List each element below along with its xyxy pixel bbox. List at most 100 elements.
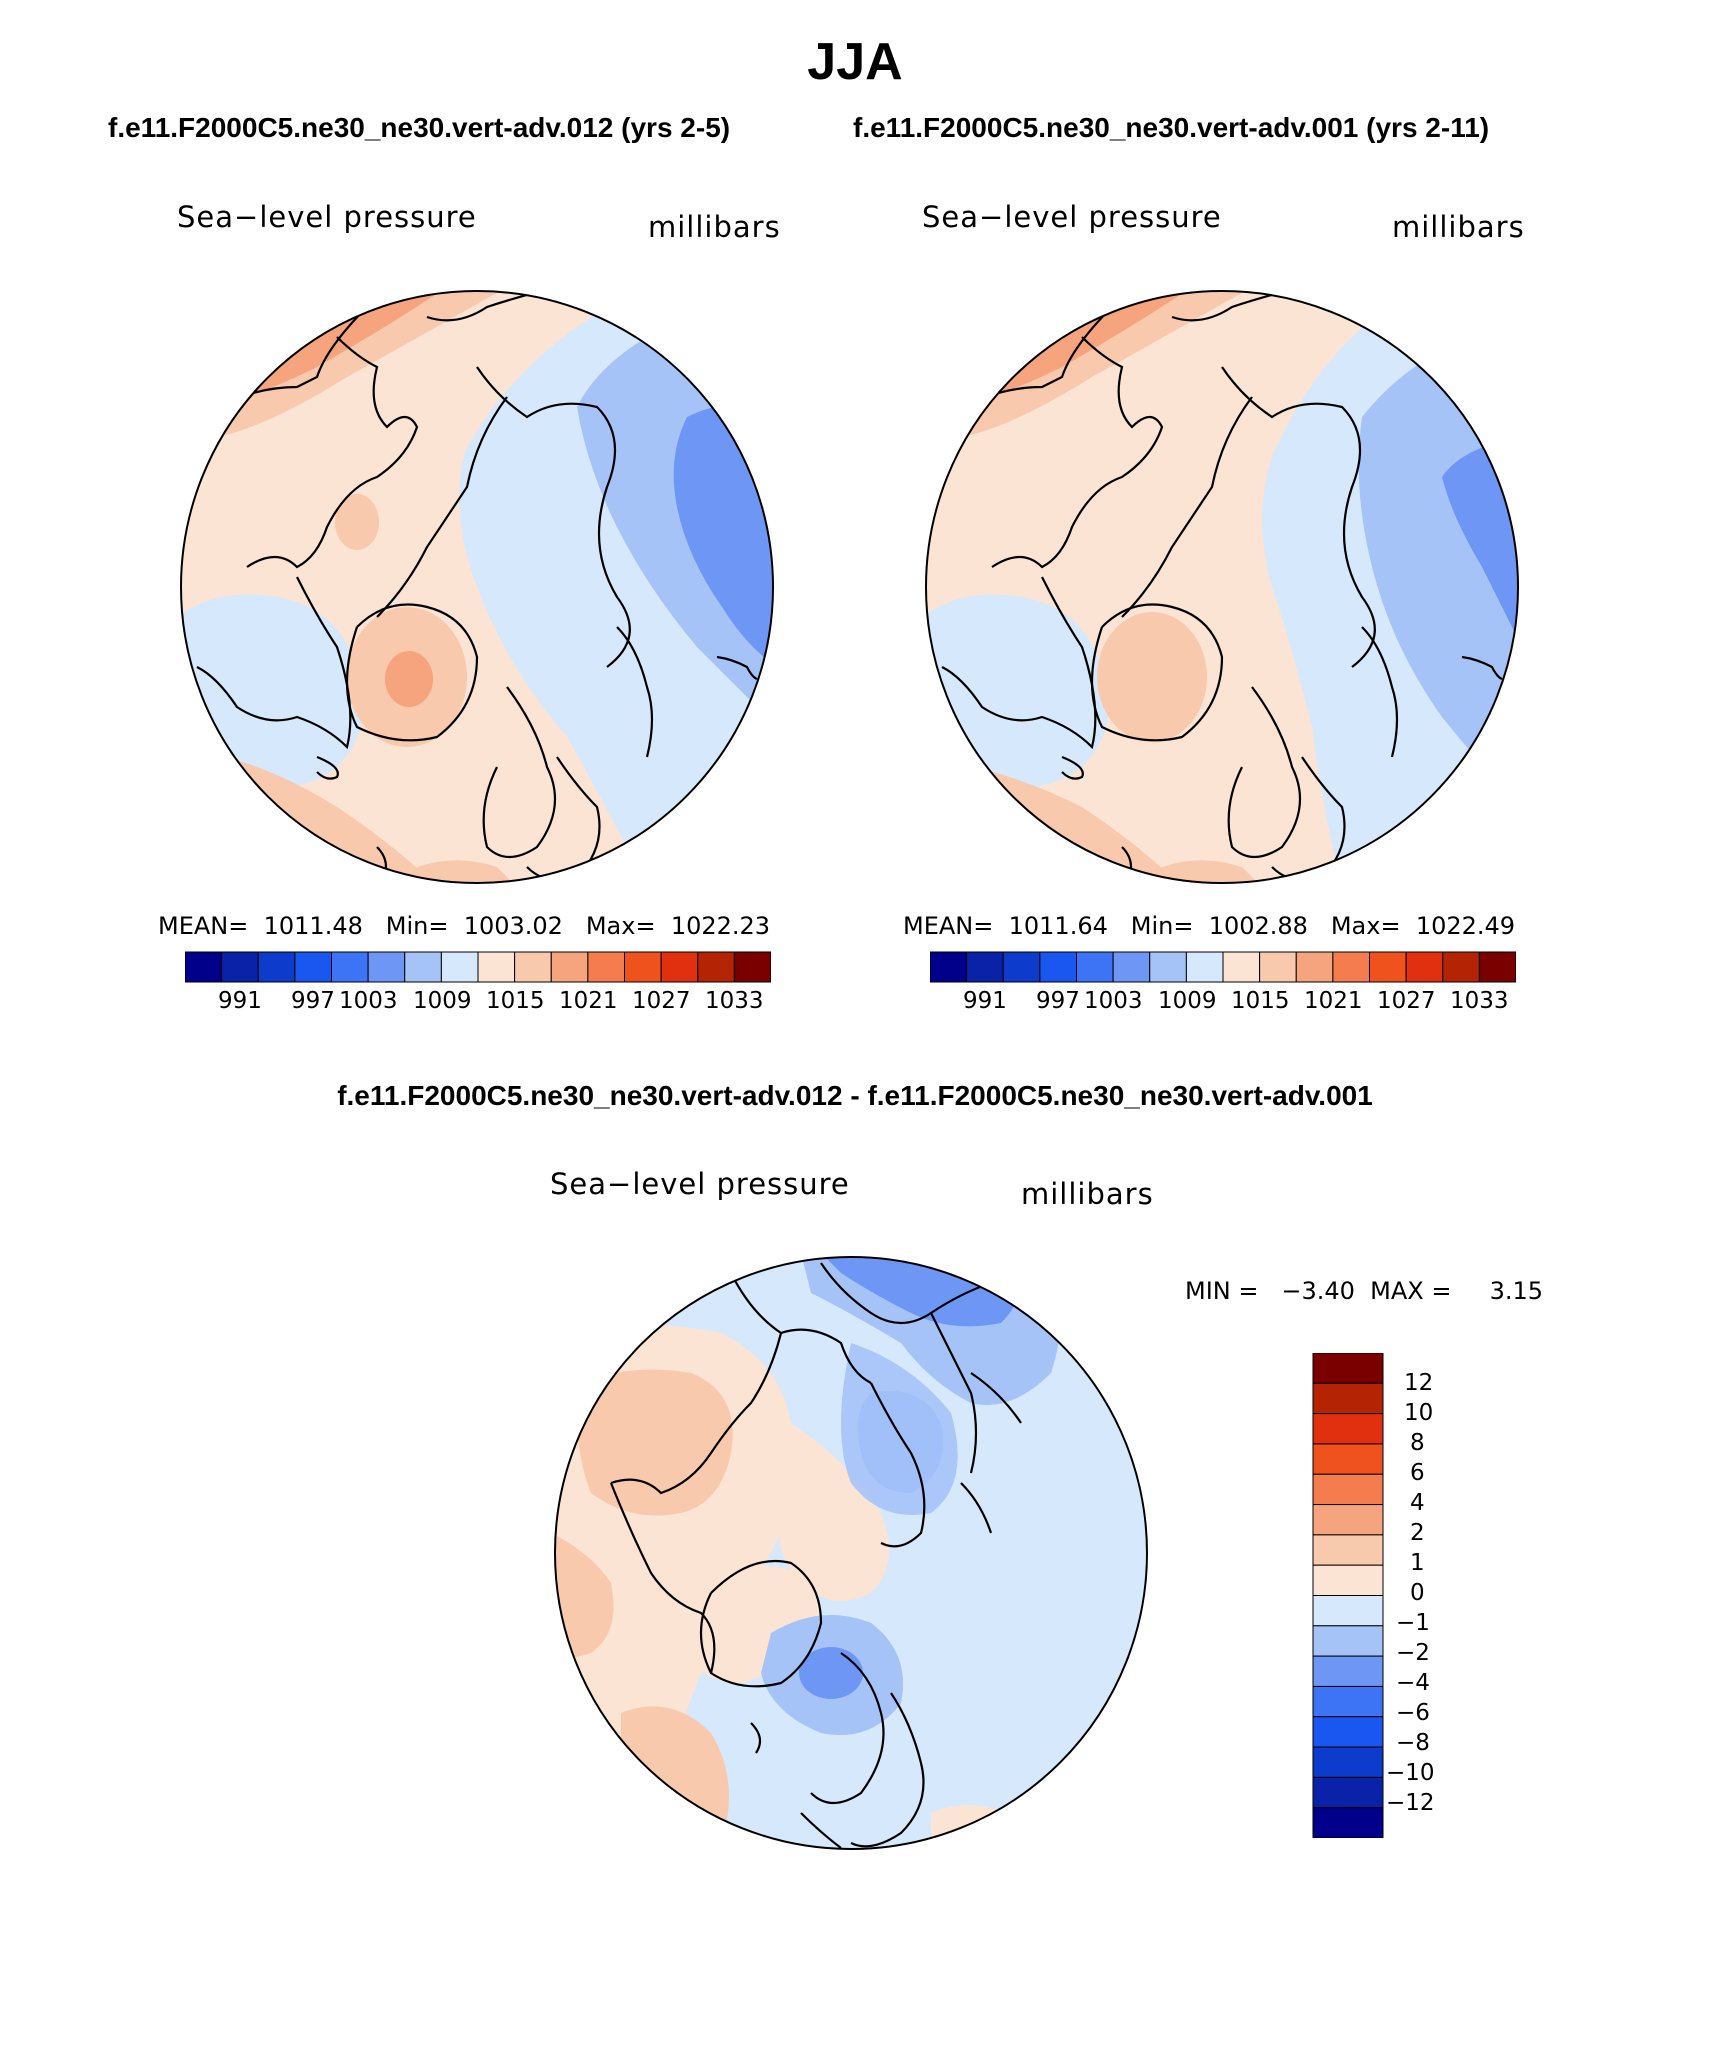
top-caption-right: f.e11.F2000C5.ne30_ne30.vert-adv.001 (yr…	[853, 112, 1490, 143]
colorbar-swatch	[1369, 951, 1407, 983]
colorbar-swatch	[1222, 951, 1261, 983]
diff-field-label: Sea−level pressure	[550, 1167, 850, 1201]
colorbar-swatch	[966, 951, 1004, 983]
difference-colorbar	[1312, 1353, 1384, 1838]
colorbar-swatch	[1405, 951, 1444, 983]
colorbar-swatch	[1442, 951, 1480, 983]
colorbar-swatch	[1312, 1685, 1384, 1718]
difference-colorbar-labels: 12 10 8 6 4 2 1 0 −1 −2 −4 −6 −8 −10 −12	[1386, 1353, 1462, 1838]
difference-polar-map	[554, 1256, 1148, 1850]
colorbar-swatch	[514, 951, 552, 983]
colorbar-swatch	[1312, 1534, 1384, 1566]
top-caption-left: f.e11.F2000C5.ne30_ne30.vert-adv.012 (yr…	[108, 112, 731, 143]
diff-tick-label: 10	[1404, 1400, 1434, 1426]
colorbar-swatch	[1312, 1382, 1384, 1415]
colorbar-swatch	[257, 951, 296, 983]
diff-tick-label: −12	[1386, 1790, 1435, 1816]
colorbar-swatch	[1259, 951, 1297, 983]
colorbar-swatch	[1312, 1595, 1384, 1627]
left-units-label: millibars	[648, 210, 781, 244]
diff-tick-label: 1	[1410, 1550, 1425, 1576]
left-colorbar-labels: 991 997 1003 1009 1015 1021 1027 1033	[185, 988, 771, 1018]
left-tick-label: 1009	[413, 988, 472, 1014]
left-tick-label: 991	[218, 988, 262, 1014]
colorbar-swatch	[550, 951, 589, 983]
colorbar-swatch	[1312, 1443, 1384, 1475]
colorbar-swatch	[1312, 1807, 1384, 1838]
colorbar-swatch	[733, 951, 771, 983]
diff-units-label: millibars	[1021, 1177, 1154, 1211]
colorbar-swatch	[1312, 1504, 1384, 1536]
right-tick-label: 991	[963, 988, 1007, 1014]
left-field-label: Sea−level pressure	[177, 200, 477, 234]
colorbar-swatch	[1039, 951, 1078, 983]
right-tick-label: 997	[1036, 988, 1080, 1014]
right-tick-label: 1021	[1304, 988, 1363, 1014]
colorbar-swatch	[930, 951, 968, 983]
colorbar-swatch	[1312, 1716, 1384, 1748]
left-tick-label: 997	[291, 988, 335, 1014]
colorbar-swatch	[1185, 951, 1224, 983]
left-polar-map	[180, 290, 774, 884]
colorbar-swatch	[1312, 1353, 1384, 1384]
diff-tick-label: −10	[1386, 1760, 1435, 1786]
left-tick-label: 1003	[339, 988, 398, 1014]
diff-tick-label: −1	[1396, 1610, 1430, 1636]
colorbar-swatch	[1112, 951, 1151, 983]
diff-tick-label: 8	[1410, 1430, 1425, 1456]
colorbar-swatch	[1478, 951, 1516, 983]
colorbar-swatch	[1312, 1413, 1384, 1445]
colorbar-swatch	[440, 951, 479, 983]
colorbar-swatch	[404, 951, 442, 983]
colorbar-swatch	[624, 951, 662, 983]
colorbar-swatch	[660, 951, 699, 983]
colorbar-swatch	[1149, 951, 1187, 983]
left-tick-label: 1015	[486, 988, 545, 1014]
diff-tick-label: −8	[1396, 1730, 1430, 1756]
colorbar-swatch	[1312, 1625, 1384, 1657]
left-stats: MEAN= 1011.48 Min= 1003.02 Max= 1022.23	[158, 912, 771, 940]
left-colorbar	[185, 951, 771, 983]
diff-tick-label: 4	[1410, 1490, 1425, 1516]
right-tick-label: 1027	[1377, 988, 1436, 1014]
colorbar-swatch	[294, 951, 333, 983]
diff-tick-label: 6	[1410, 1460, 1425, 1486]
left-tick-label: 1021	[559, 988, 618, 1014]
left-tick-label: 1027	[632, 988, 691, 1014]
diff-minmax: MIN = −3.40 MAX = 3.15	[1185, 1277, 1544, 1305]
colorbar-swatch	[1002, 951, 1041, 983]
colorbar-swatch	[331, 951, 369, 983]
colorbar-swatch	[1312, 1746, 1384, 1778]
diff-tick-label: 0	[1410, 1580, 1425, 1606]
colorbar-swatch	[1312, 1776, 1384, 1809]
diff-tick-label: −2	[1396, 1640, 1430, 1666]
colorbar-swatch	[1312, 1473, 1384, 1506]
colorbar-swatch	[221, 951, 259, 983]
difference-caption: f.e11.F2000C5.ne30_ne30.vert-adv.012 - f…	[337, 1080, 1373, 1111]
colorbar-swatch	[1076, 951, 1114, 983]
colorbar-swatch	[587, 951, 626, 983]
right-polar-map	[925, 290, 1519, 884]
left-tick-label: 1033	[705, 988, 764, 1014]
colorbar-swatch	[1332, 951, 1371, 983]
page-title: JJA	[807, 33, 903, 91]
colorbar-swatch	[1295, 951, 1334, 983]
right-stats: MEAN= 1011.64 Min= 1002.88 Max= 1022.49	[903, 912, 1516, 940]
diff-tick-label: −4	[1396, 1670, 1430, 1696]
right-tick-label: 1009	[1158, 988, 1217, 1014]
colorbar-swatch	[1312, 1564, 1384, 1597]
right-tick-label: 1015	[1231, 988, 1290, 1014]
diff-tick-label: 12	[1404, 1370, 1434, 1396]
right-colorbar-labels: 991 997 1003 1009 1015 1021 1027 1033	[930, 988, 1516, 1018]
colorbar-swatch	[477, 951, 516, 983]
right-units-label: millibars	[1392, 210, 1525, 244]
right-tick-label: 1033	[1450, 988, 1509, 1014]
right-tick-label: 1003	[1084, 988, 1143, 1014]
colorbar-swatch	[185, 951, 223, 983]
right-colorbar	[930, 951, 1516, 983]
colorbar-swatch	[697, 951, 735, 983]
diff-tick-label: 2	[1410, 1520, 1425, 1546]
diff-tick-label: −6	[1396, 1700, 1430, 1726]
right-field-label: Sea−level pressure	[922, 200, 1222, 234]
colorbar-swatch	[1312, 1655, 1384, 1687]
